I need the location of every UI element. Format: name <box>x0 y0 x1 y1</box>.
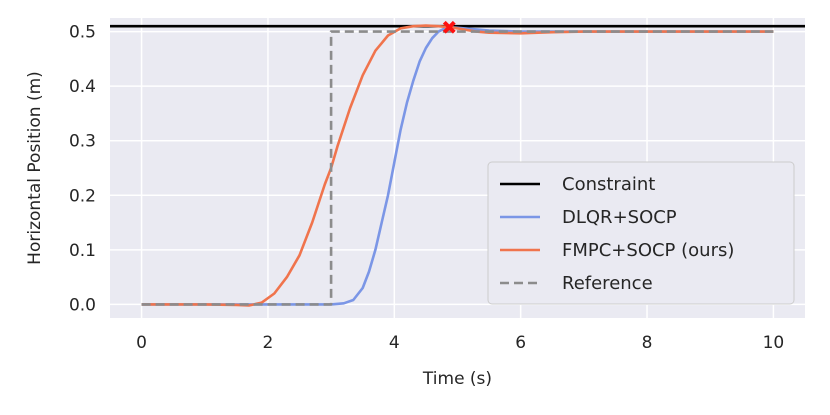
x-tick-label: 6 <box>515 333 526 353</box>
x-tick-label: 0 <box>136 333 147 353</box>
legend: Constraint DLQR+SOCP FMPC+SOCP (ours) Re… <box>487 161 795 305</box>
y-tick-label: 0.4 <box>69 77 96 97</box>
peak-marker-x <box>442 20 456 34</box>
legend-entry-fmpc: FMPC+SOCP (ours) <box>500 240 734 261</box>
y-tick-label: 0.2 <box>69 186 96 206</box>
legend-label-fmpc: FMPC+SOCP (ours) <box>562 240 734 261</box>
legend-entry-dlqr: DLQR+SOCP <box>500 207 677 228</box>
marker-layer <box>442 20 456 34</box>
x-axis-label: Time (s) <box>422 369 492 389</box>
x-tick-label: 4 <box>389 333 400 353</box>
x-axis-ticks: 0 2 4 6 8 10 <box>136 333 784 353</box>
y-tick-label: 0.1 <box>69 241 96 261</box>
legend-box <box>487 161 795 305</box>
series-reference <box>141 30 774 306</box>
legend-entry-constraint: Constraint <box>500 174 655 195</box>
y-tick-label: 0.0 <box>69 295 96 315</box>
x-tick-label: 10 <box>763 333 785 353</box>
series-dlqr <box>141 25 774 306</box>
y-axis-label: Horizontal Position (m) <box>25 71 45 265</box>
x-tick-label: 8 <box>642 333 653 353</box>
legend-label-constraint: Constraint <box>562 174 655 195</box>
peak-marker-stroke-b <box>442 20 456 34</box>
series-layer <box>110 24 805 307</box>
legend-label-dlqr: DLQR+SOCP <box>562 207 677 228</box>
y-tick-label: 0.3 <box>69 132 96 152</box>
legend-label-reference: Reference <box>562 273 653 294</box>
x-tick-label: 2 <box>263 333 274 353</box>
y-tick-label: 0.5 <box>69 23 96 43</box>
legend-entry-reference: Reference <box>500 273 653 294</box>
y-axis-ticks: 0.0 0.1 0.2 0.3 0.4 0.5 <box>69 23 96 316</box>
